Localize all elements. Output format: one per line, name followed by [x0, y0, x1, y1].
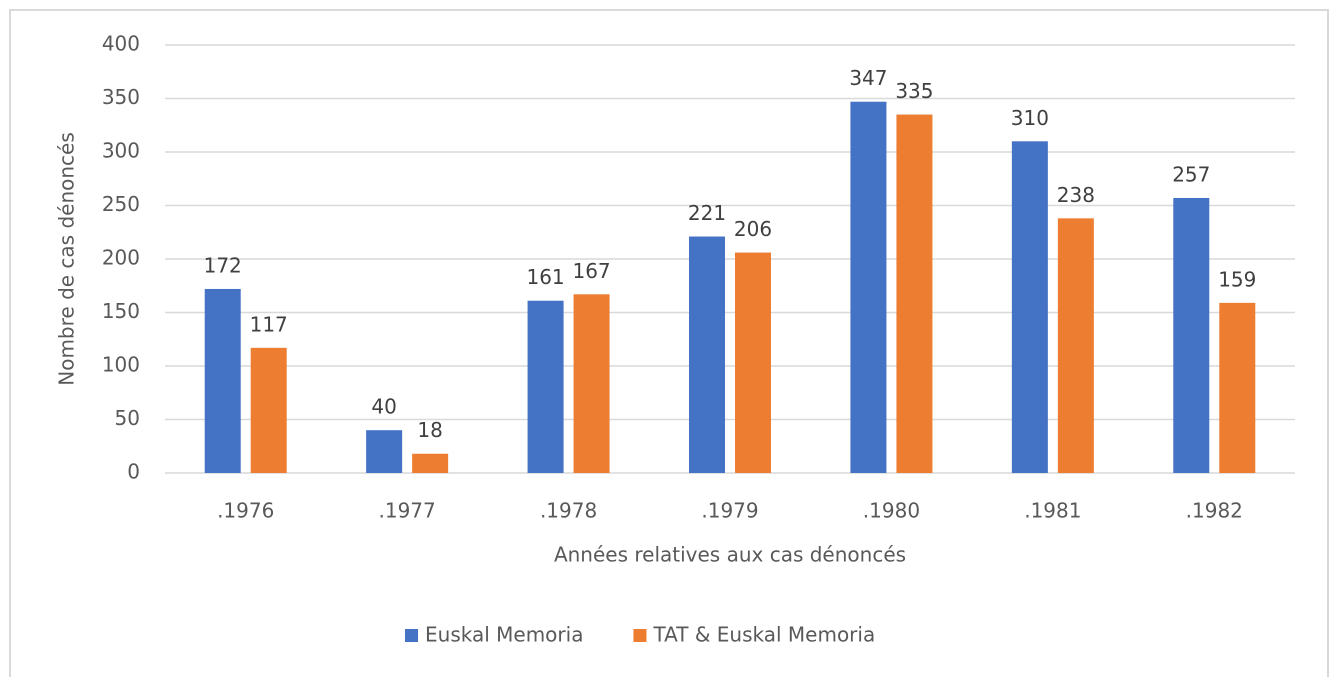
legend-swatch [633, 629, 647, 642]
y-tick-label: 0 [127, 460, 140, 484]
x-tick-label: .1980 [863, 499, 920, 523]
bar [689, 236, 725, 473]
legend-label: Euskal Memoria [425, 623, 583, 647]
bar [1057, 218, 1094, 473]
data-label: 18 [417, 418, 442, 442]
x-tick-label: .1979 [701, 499, 758, 523]
x-tick-label: .1982 [1186, 499, 1243, 523]
y-tick-label: 150 [102, 299, 140, 323]
bar [1173, 198, 1210, 473]
data-label: 159 [1218, 267, 1256, 291]
data-label: 161 [526, 265, 564, 289]
data-label: 347 [849, 66, 887, 90]
y-tick-label: 50 [115, 406, 140, 430]
bar [412, 453, 449, 473]
bar [366, 430, 403, 473]
x-tick-label: .1976 [217, 499, 274, 523]
data-label: 117 [250, 312, 288, 336]
bar [204, 288, 241, 473]
y-axis-label: Nombre de cas dénoncés [55, 132, 79, 386]
data-label: 167 [572, 259, 610, 283]
x-tick-label: .1978 [540, 499, 597, 523]
bar [527, 300, 564, 473]
legend-swatch [405, 629, 418, 642]
x-axis-label: Années relatives aux cas dénoncés [554, 543, 906, 567]
y-tick-label: 200 [102, 246, 140, 270]
data-label: 238 [1057, 183, 1095, 207]
y-tick-label: 250 [102, 192, 140, 216]
data-label: 172 [204, 253, 242, 277]
x-tick-label: .1981 [1024, 499, 1081, 523]
bar [250, 347, 287, 473]
legend-label: TAT & Euskal Memoria [652, 623, 875, 647]
bar [735, 252, 771, 473]
bar [573, 294, 610, 473]
y-tick-label: 300 [102, 139, 140, 163]
x-tick-label: .1977 [379, 499, 436, 523]
data-label: 310 [1011, 106, 1049, 130]
bar [896, 114, 933, 474]
bar [850, 101, 887, 474]
data-label: 221 [688, 201, 726, 225]
bar [1219, 302, 1256, 473]
data-label: 40 [371, 395, 396, 419]
y-tick-label: 350 [102, 85, 140, 109]
bar [1011, 141, 1048, 474]
data-label: 206 [734, 217, 772, 241]
data-label: 257 [1172, 163, 1210, 187]
data-label: 335 [895, 79, 933, 103]
y-tick-label: 400 [102, 32, 140, 56]
y-tick-label: 100 [102, 353, 140, 377]
